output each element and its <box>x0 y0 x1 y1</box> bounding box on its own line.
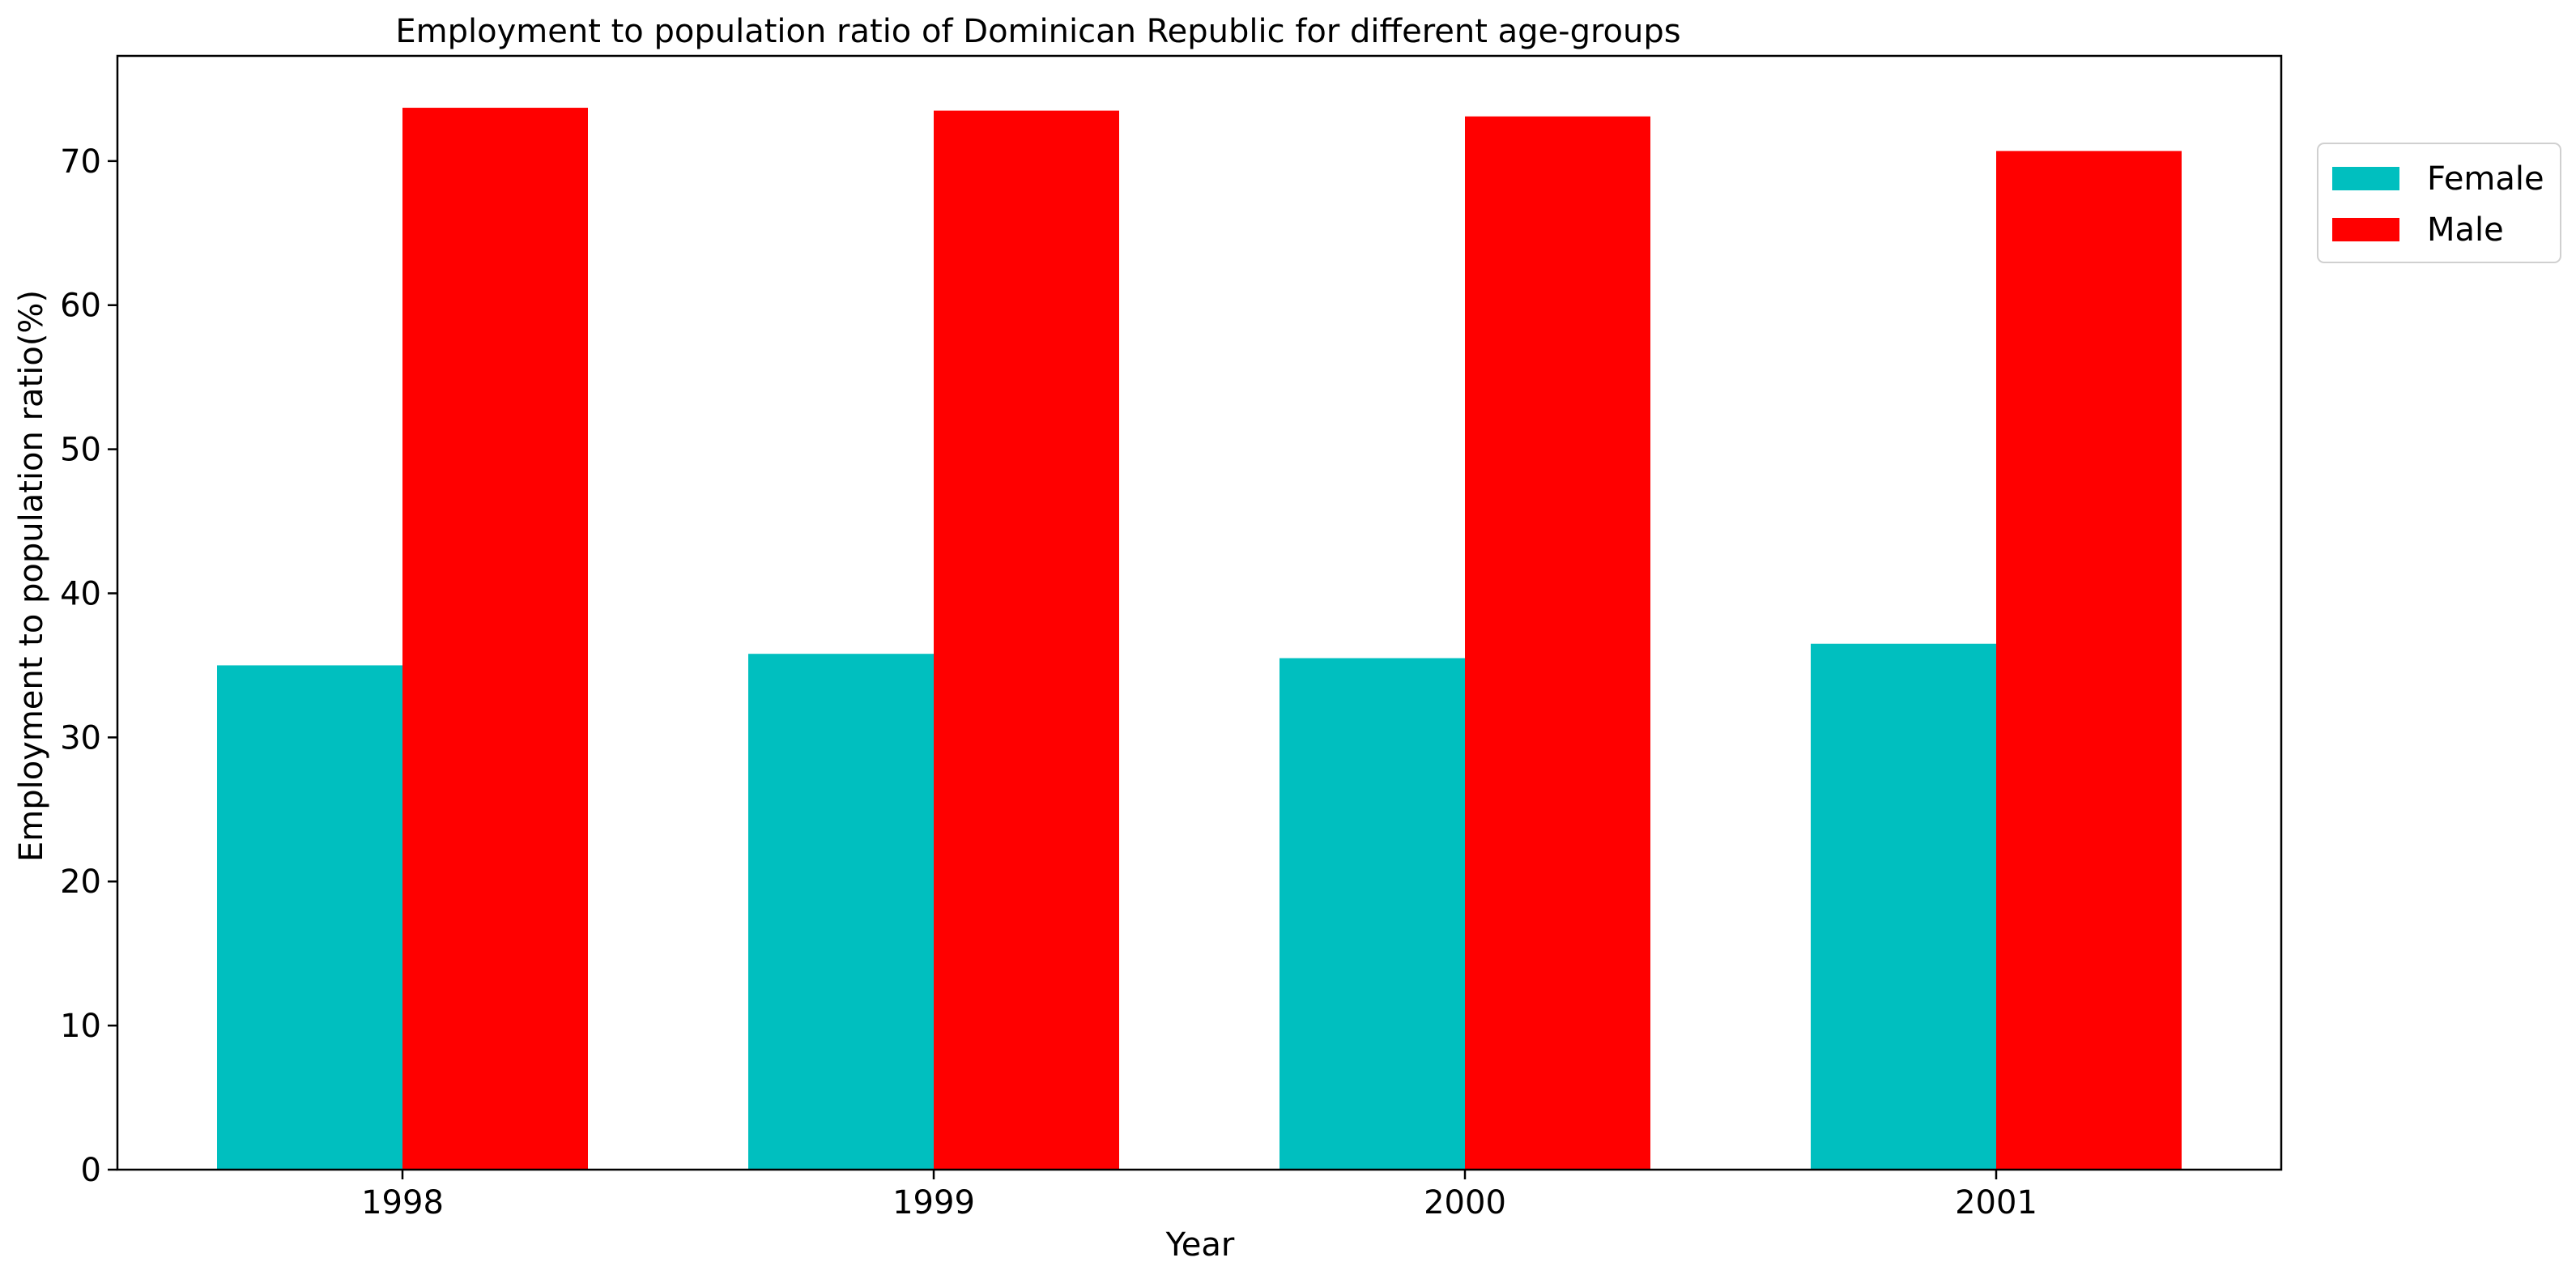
x-tick-label: 2001 <box>1955 1184 2037 1221</box>
bar-male-2001 <box>1996 151 2182 1170</box>
chart-title: Employment to population ratio of Domini… <box>395 13 1680 50</box>
y-tick-label: 60 <box>60 288 101 325</box>
x-axis-ticks: 1998 1999 2000 2001 <box>361 1170 2037 1221</box>
y-tick-label: 10 <box>60 1008 101 1045</box>
x-tick-label: 1998 <box>361 1184 444 1221</box>
y-tick-label: 20 <box>60 863 101 901</box>
plot-frame <box>116 54 2283 1171</box>
bar-male-1999 <box>934 110 1119 1170</box>
x-tick-label: 1999 <box>892 1184 975 1221</box>
y-axis-ticks: 0 10 20 30 40 50 60 70 <box>60 143 117 1189</box>
y-tick-label: 30 <box>60 719 101 757</box>
y-tick-label: 40 <box>60 575 101 612</box>
legend-swatch-male <box>2332 218 2399 241</box>
y-tick-label: 70 <box>60 143 101 181</box>
legend-label-female: Female <box>2427 160 2544 198</box>
x-tick-label: 2000 <box>1424 1184 1506 1221</box>
legend-swatch-female <box>2332 167 2399 190</box>
y-tick-label: 50 <box>60 432 101 469</box>
bar-female-2001 <box>1811 643 1996 1170</box>
bars <box>217 108 2182 1170</box>
bar-male-2000 <box>1465 116 1650 1170</box>
x-axis-label: Year <box>1165 1226 1235 1264</box>
y-axis-label: Employment to population ratio(%) <box>13 290 50 862</box>
legend: Female Male <box>2317 143 2561 263</box>
legend-label-male: Male <box>2427 211 2504 249</box>
bar-female-2000 <box>1279 658 1465 1170</box>
bar-female-1999 <box>748 654 934 1170</box>
bar-male-1998 <box>402 108 588 1170</box>
y-tick-label: 0 <box>81 1152 101 1189</box>
bar-female-1998 <box>217 665 402 1170</box>
